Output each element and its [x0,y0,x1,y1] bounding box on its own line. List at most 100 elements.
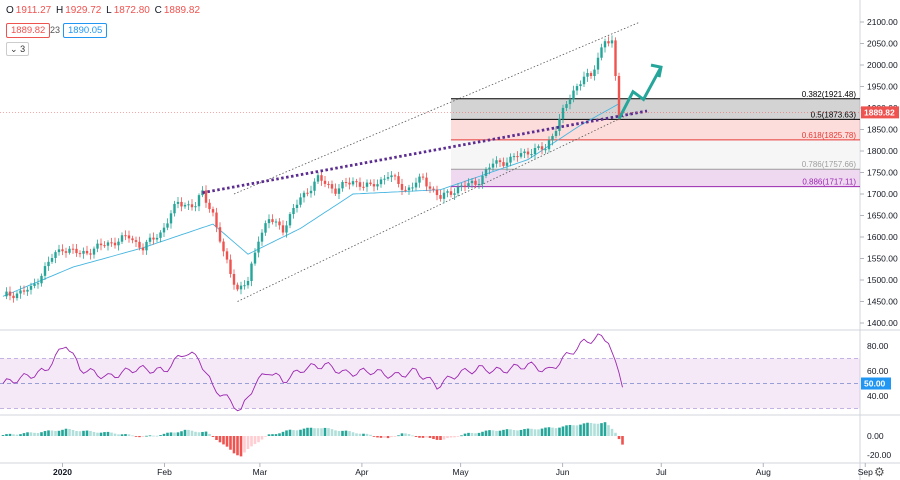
candle-up [29,285,33,290]
momentum-bar [432,436,435,440]
low-label: L [106,5,112,16]
candle-up [40,275,43,284]
candle-up [274,221,278,223]
momentum-bar [257,436,260,443]
momentum-bar [390,436,393,438]
momentum-bar [337,431,341,436]
candle-up [302,192,306,198]
momentum-bar [614,432,617,436]
candle-down [327,183,330,185]
momentum-bar [505,429,509,436]
momentum-bar [512,430,516,436]
open-value: 1911.27 [15,5,52,16]
momentum-bar [313,428,316,436]
chevron-down-icon: ⌄ [10,44,18,54]
momentum-bar [481,431,484,436]
candle-up [593,69,596,77]
momentum-bar [302,428,306,436]
open-label: O [6,5,14,16]
candle-up [523,151,526,154]
candle-down [607,41,610,44]
momentum-bar [421,436,425,438]
x-tick-label: Jun [556,467,570,477]
candle-down [281,225,285,233]
momentum-bar [281,431,285,436]
momentum-bar [460,435,463,437]
candle-up [187,204,190,206]
collapse-indicators-button[interactable]: ⌄ 3 [6,42,30,56]
momentum-bar [530,428,533,436]
candle-down [540,146,544,150]
momentum-bar [334,430,337,436]
candle-down [348,182,351,185]
momentum-bar [372,436,376,437]
momentum-bar [47,430,50,436]
candle-down [330,184,334,189]
candle-down [152,237,155,240]
momentum-bar [166,432,169,436]
candle-up [169,213,173,224]
candle-down [232,273,236,285]
x-tick-label: Apr [355,467,368,477]
channel-lower-line[interactable] [237,111,634,302]
momentum-bar [327,428,330,436]
momentum-bar [43,431,47,436]
momentum-bar [397,435,400,437]
candle-down [131,238,134,241]
fib-level-label: 0.5(1873.63) [811,110,857,119]
candle-up [92,248,96,255]
candle-down [526,151,530,155]
candle-up [495,160,498,164]
candle-down [617,75,621,118]
gear-icon[interactable]: ⚙ [874,465,885,479]
candle-up [365,182,369,187]
forecast-arrow[interactable] [617,66,663,120]
candle-down [271,219,274,223]
candle-up [5,291,8,297]
last-price-label: 1889.82 [864,107,895,117]
candle-up [267,219,271,224]
momentum-bar [288,429,292,436]
buy-price-button[interactable]: 1890.05 [63,23,108,38]
momentum-bar [225,436,229,447]
momentum-bar [435,436,439,440]
fib-zone-05-0618 [451,119,860,140]
candle-up [159,232,162,238]
momentum-bar [152,435,155,437]
candle-up [285,225,288,233]
momentum-bar [320,428,323,436]
momentum-bar [204,431,208,436]
candle-up [551,136,554,141]
momentum-bar [131,435,134,437]
candle-down [127,235,131,239]
candle-up [386,177,390,179]
candle-up [201,190,204,196]
momentum-bar [218,436,222,443]
candle-down [435,189,439,196]
high-value: 1929.72 [65,5,102,16]
momentum-bar [617,436,621,440]
momentum-bar [54,430,57,436]
trend-line[interactable] [202,109,648,195]
candle-down [229,259,232,274]
candle-up [488,167,491,170]
momentum-bar [344,430,348,436]
candle-up [572,90,575,100]
momentum-bar [103,432,106,436]
momentum-bar [558,427,561,436]
candle-down [400,183,404,190]
momentum-bar [386,436,390,439]
sell-price-button[interactable]: 1889.82 [6,23,51,38]
momentum-bar [173,432,176,436]
candle-up [155,237,159,240]
candle-up [250,263,253,281]
x-tick-label: Feb [157,467,172,477]
candle-up [512,156,516,158]
momentum-bar [565,425,568,436]
candle-up [544,149,547,151]
candle-up [162,227,166,233]
momentum-bar [404,433,407,436]
candle-up [533,148,537,155]
candle-up [568,99,572,105]
